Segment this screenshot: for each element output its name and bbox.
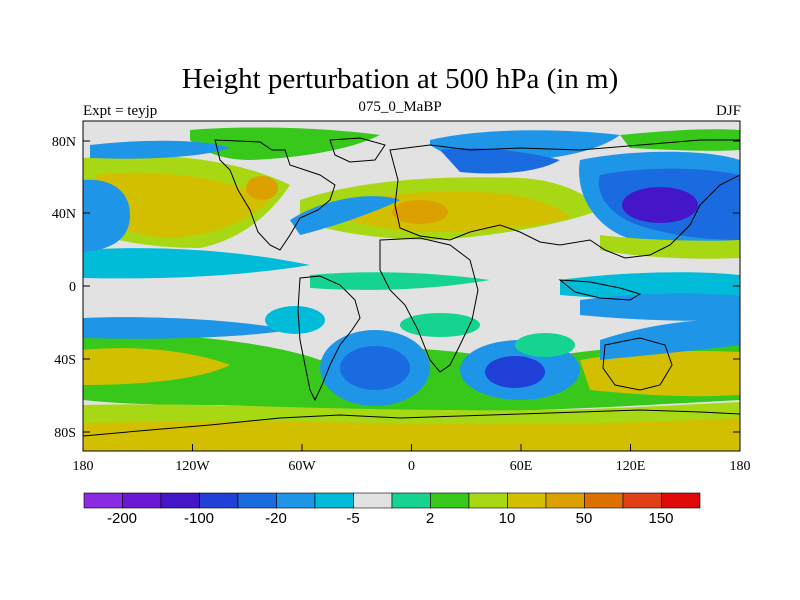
lat-label-40s: 40S xyxy=(54,353,76,368)
height-field xyxy=(83,121,740,451)
colorbar-swatch-11 xyxy=(468,492,508,509)
lat-label-80s: 80S xyxy=(54,426,76,441)
colorbar-label-1: -200 xyxy=(107,510,137,527)
coastlines xyxy=(83,137,740,437)
coast-south-america xyxy=(297,275,361,402)
lon-label-180e: 180 xyxy=(730,459,751,474)
colorbar-swatch-4 xyxy=(199,492,239,509)
colorbar-swatch-2 xyxy=(122,492,162,509)
field-north-europe-blue xyxy=(440,148,560,174)
colorbar-label-6: 10 xyxy=(499,510,516,527)
colorbar-swatch-13 xyxy=(545,492,585,509)
colorbar-swatch-6 xyxy=(276,492,316,509)
field-north-top-blue xyxy=(90,140,230,159)
colorbar-swatch-15 xyxy=(622,492,662,509)
colorbar-swatch-1 xyxy=(83,492,123,509)
field-cyan-patch-sa xyxy=(265,306,325,334)
colorbar-swatch-10 xyxy=(430,492,470,509)
coast-north-america xyxy=(214,139,336,251)
lat-label-40n: 40N xyxy=(52,207,76,222)
field-north-swirl-atlantic xyxy=(290,196,400,235)
coast-eurasia xyxy=(389,139,740,259)
lat-label-0: 0 xyxy=(69,280,76,295)
lon-label-120w: 120W xyxy=(175,459,210,474)
field-south-pacific-blue xyxy=(600,319,740,360)
field-southern-yellow-east xyxy=(580,350,740,397)
colorbar-swatch-5 xyxy=(237,492,277,509)
colorbar-label-3: -20 xyxy=(265,510,287,527)
lon-label-0: 0 xyxy=(408,459,415,474)
field-north-polar-green xyxy=(190,127,380,160)
field-northern-orange-west xyxy=(246,176,278,200)
field-tropical-cyan-pacific xyxy=(560,272,740,301)
coast-antarctica xyxy=(83,409,740,437)
field-tropical-blue-pacific xyxy=(580,293,740,321)
field-north-polar-green-east xyxy=(620,129,740,151)
colorbar-label-2: -100 xyxy=(184,510,214,527)
colorbar-label-5: 2 xyxy=(426,510,434,527)
colorbar-swatch-12 xyxy=(507,492,547,509)
field-tropical-cyan-west xyxy=(83,248,310,279)
season-label: DJF xyxy=(715,103,741,119)
coast-greenland xyxy=(329,137,386,163)
field-swirl-indian-core xyxy=(485,356,545,388)
field-south-west-blue xyxy=(83,317,290,339)
colorbar-swatch-9 xyxy=(391,492,431,509)
field-ltgreen-patch xyxy=(515,333,575,357)
lon-label-60e: 60E xyxy=(510,459,533,474)
longitude-ticks xyxy=(82,444,741,451)
colorbar-label-8: 150 xyxy=(648,510,673,527)
lon-label-60w: 60W xyxy=(288,459,316,474)
colorbar-swatch-7 xyxy=(314,492,354,509)
colorbar-swatch-16 xyxy=(661,492,701,509)
field-northern-orange-central xyxy=(392,200,448,224)
experiment-label: Expt = teyjp xyxy=(83,103,158,119)
field-polar-south-green xyxy=(83,402,740,425)
lon-label-180w: 180 xyxy=(73,459,94,474)
coast-australia xyxy=(602,337,673,391)
coast-indonesia xyxy=(558,279,642,301)
colorbar-swatch-14 xyxy=(584,492,624,509)
colorbar xyxy=(83,492,701,509)
field-north-east-cyan xyxy=(600,235,740,259)
plot-title: Height perturbation at 500 hPa (in m) xyxy=(181,63,619,95)
colorbar-swatch-3 xyxy=(160,492,200,509)
run-label: 075_0_MaBP xyxy=(358,99,442,115)
field-polar-south-band xyxy=(83,415,740,451)
colorbar-label-7: 50 xyxy=(576,510,593,527)
latitude-ticks xyxy=(83,140,740,433)
field-northern-yellow-west xyxy=(95,172,270,238)
field-north-asia-purple xyxy=(622,187,698,223)
field-southern-yellow xyxy=(83,348,230,385)
lat-label-80n: 80N xyxy=(52,135,76,150)
colorbar-labels: -200 -100 -20 -5 2 10 50 150 xyxy=(107,510,674,527)
field-cyan-patch-southatlantic xyxy=(400,313,480,337)
lon-label-120e: 120E xyxy=(616,459,646,474)
colorbar-label-4: -5 xyxy=(346,510,359,527)
colorbar-swatch-8 xyxy=(353,492,393,509)
field-swirl-atlantic-core xyxy=(340,346,410,390)
field-north-pacific-blue xyxy=(83,179,130,252)
coast-africa xyxy=(379,237,479,373)
field-tropical-cyan-atlantic xyxy=(310,272,490,290)
